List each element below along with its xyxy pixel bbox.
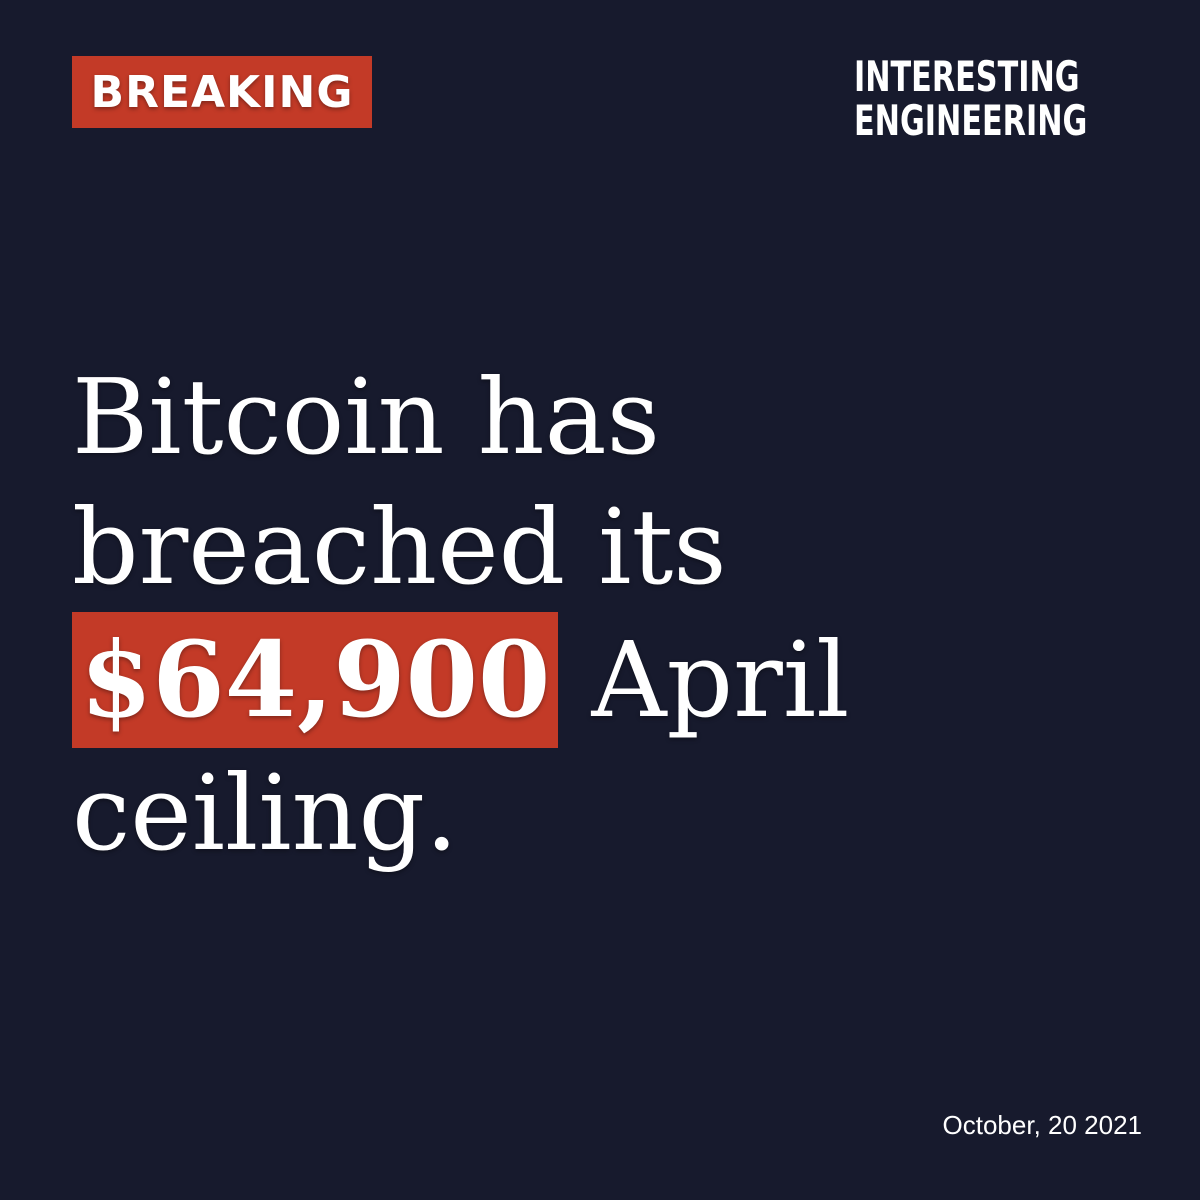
headline: Bitcoin has breached its $64,900 April c… xyxy=(72,352,1132,878)
brand-logo: INTERESTING ENGINEERING xyxy=(854,56,1140,144)
brand-line-1: INTERESTING xyxy=(854,52,1080,101)
headline-line-2: breached its xyxy=(72,486,727,608)
breaking-badge: BREAKING xyxy=(72,56,372,128)
headline-line-1: Bitcoin has xyxy=(72,356,660,478)
price-highlight: $64,900 xyxy=(72,612,559,748)
headline-line-3-rest: April xyxy=(591,619,850,741)
breaking-label: BREAKING xyxy=(90,66,354,118)
brand-line-2: ENGINEERING xyxy=(854,96,1088,145)
headline-line-4: ceiling. xyxy=(72,752,459,874)
publish-date: October, 20 2021 xyxy=(942,1110,1142,1140)
headline-line-3: $64,900 April xyxy=(72,612,1132,748)
